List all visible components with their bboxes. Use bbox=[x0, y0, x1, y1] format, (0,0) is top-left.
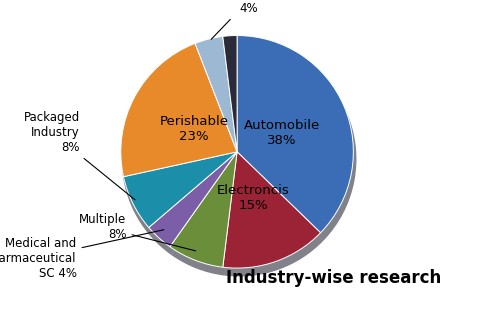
Text: Electroncis
15%: Electroncis 15% bbox=[217, 184, 290, 212]
Text: Packaged
Industry
8%: Packaged Industry 8% bbox=[24, 111, 135, 200]
Wedge shape bbox=[124, 152, 237, 227]
Text: Multiple
8%: Multiple 8% bbox=[80, 214, 196, 251]
Wedge shape bbox=[122, 49, 239, 184]
Wedge shape bbox=[170, 152, 237, 267]
Text: Industry-wise research: Industry-wise research bbox=[226, 269, 442, 287]
Wedge shape bbox=[149, 152, 237, 247]
Wedge shape bbox=[124, 159, 239, 235]
Wedge shape bbox=[224, 42, 239, 159]
Wedge shape bbox=[196, 43, 239, 159]
Text: Perishable
23%: Perishable 23% bbox=[160, 115, 228, 143]
Text: Medical and
Pharmaceutical
SC 4%: Medical and Pharmaceutical SC 4% bbox=[0, 230, 164, 280]
Wedge shape bbox=[195, 36, 237, 152]
Wedge shape bbox=[239, 42, 356, 241]
Text: Retail
4%: Retail 4% bbox=[211, 0, 265, 39]
Wedge shape bbox=[150, 159, 239, 255]
Text: Automobile
38%: Automobile 38% bbox=[244, 119, 320, 147]
Wedge shape bbox=[171, 159, 239, 276]
Wedge shape bbox=[223, 36, 237, 152]
Wedge shape bbox=[224, 159, 324, 276]
Wedge shape bbox=[223, 152, 320, 268]
Wedge shape bbox=[121, 43, 237, 177]
Wedge shape bbox=[237, 36, 354, 233]
